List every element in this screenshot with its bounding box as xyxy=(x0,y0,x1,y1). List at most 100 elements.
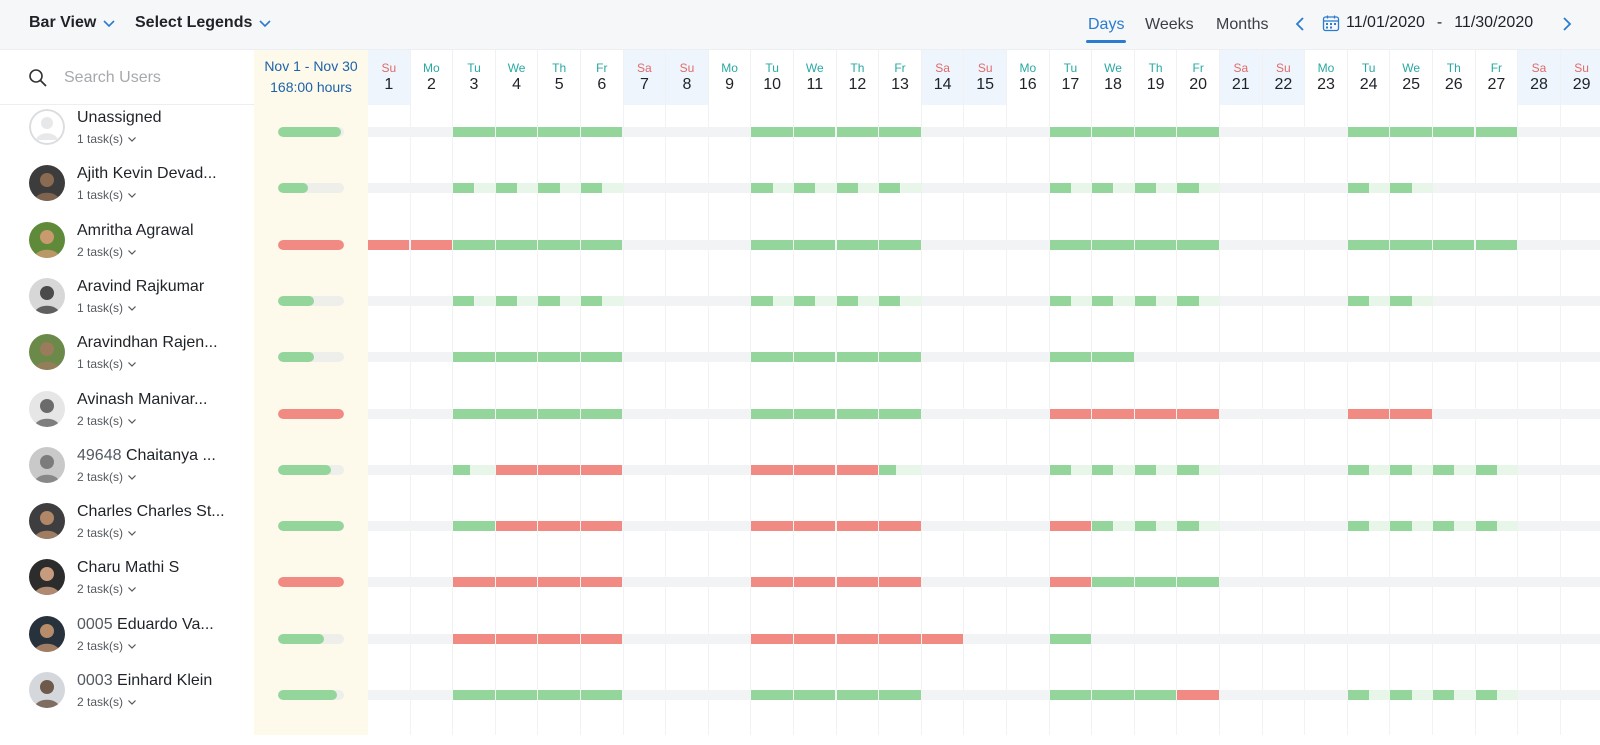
task-bar-segment[interactable] xyxy=(1134,577,1177,588)
task-bar-segment[interactable] xyxy=(1347,183,1370,194)
select-legends-dropdown[interactable]: Select Legends xyxy=(135,14,272,32)
task-bar-segment[interactable] xyxy=(470,464,495,475)
task-bar-segment[interactable] xyxy=(794,295,816,306)
user-row[interactable]: Charu Mathi S 2 task(s) xyxy=(0,549,254,605)
task-count-toggle[interactable]: 2 task(s) xyxy=(77,414,137,428)
task-bar-segment[interactable] xyxy=(1475,239,1517,250)
task-bar-segment[interactable] xyxy=(581,577,623,588)
task-count-toggle[interactable]: 2 task(s) xyxy=(77,582,137,596)
task-bar-segment[interactable] xyxy=(581,633,623,644)
task-bar-segment[interactable] xyxy=(538,127,580,137)
task-bar-segment[interactable] xyxy=(1177,239,1219,250)
task-bar-segment[interactable] xyxy=(1177,577,1219,588)
task-bar-segment[interactable] xyxy=(794,408,836,419)
task-bar-segment[interactable] xyxy=(495,633,538,644)
task-bar-segment[interactable] xyxy=(1347,239,1390,250)
task-bar-segment[interactable] xyxy=(453,239,495,250)
user-row[interactable]: 0003 Einhard Klein 2 task(s) xyxy=(0,662,254,718)
task-bar-segment[interactable] xyxy=(836,295,858,306)
task-bar-segment[interactable] xyxy=(495,127,538,137)
task-bar-segment[interactable] xyxy=(495,690,538,700)
task-bar-segment[interactable] xyxy=(879,352,921,363)
user-row[interactable]: 0005 Eduardo Va... 2 task(s) xyxy=(0,606,254,662)
task-bar-segment[interactable] xyxy=(1049,239,1091,250)
task-bar-segment[interactable] xyxy=(879,577,921,588)
date-range-picker[interactable]: 11/01/2020 - 11/30/2020 xyxy=(1322,14,1533,32)
task-bar-segment[interactable] xyxy=(836,577,878,588)
task-bar-segment[interactable] xyxy=(581,408,623,419)
task-bar-segment[interactable] xyxy=(921,633,964,644)
task-bar-segment[interactable] xyxy=(1134,295,1157,306)
task-bar-segment[interactable] xyxy=(1092,295,1114,306)
task-bar-segment[interactable] xyxy=(538,183,560,194)
task-bar-segment[interactable] xyxy=(1092,521,1114,532)
task-bar-segment[interactable] xyxy=(751,464,793,475)
task-bar-segment[interactable] xyxy=(495,521,538,532)
task-bar-segment[interactable] xyxy=(453,408,495,419)
task-bar-segment[interactable] xyxy=(1134,127,1177,137)
task-bar-segment[interactable] xyxy=(1049,577,1091,588)
task-bar-segment[interactable] xyxy=(538,352,580,363)
task-bar-segment[interactable] xyxy=(1092,690,1134,700)
task-bar-segment[interactable] xyxy=(1177,295,1199,306)
task-bar-segment[interactable] xyxy=(1049,295,1071,306)
task-bar-segment[interactable] xyxy=(1390,127,1432,137)
task-bar-segment[interactable] xyxy=(453,127,495,137)
task-bar-segment[interactable] xyxy=(1475,690,1497,700)
task-bar-segment[interactable] xyxy=(1390,408,1432,419)
task-bar-segment[interactable] xyxy=(1049,183,1071,194)
task-bar-segment[interactable] xyxy=(836,239,878,250)
task-count-toggle[interactable]: 2 task(s) xyxy=(77,526,137,540)
task-bar-segment[interactable] xyxy=(1092,577,1134,588)
task-bar-segment[interactable] xyxy=(1347,408,1390,419)
task-bar-segment[interactable] xyxy=(1433,521,1455,532)
task-bar-segment[interactable] xyxy=(538,690,580,700)
task-bar-segment[interactable] xyxy=(538,239,580,250)
task-bar-segment[interactable] xyxy=(1433,690,1455,700)
task-bar-segment[interactable] xyxy=(1347,295,1370,306)
task-bar-segment[interactable] xyxy=(836,690,878,700)
task-count-toggle[interactable]: 2 task(s) xyxy=(77,245,137,259)
task-bar-segment[interactable] xyxy=(538,295,560,306)
task-bar-segment[interactable] xyxy=(836,633,878,644)
task-bar-segment[interactable] xyxy=(581,521,623,532)
task-bar-segment[interactable] xyxy=(751,408,793,419)
task-bar-segment[interactable] xyxy=(1092,352,1134,363)
task-bar-segment[interactable] xyxy=(1347,127,1390,137)
task-bar-segment[interactable] xyxy=(538,464,580,475)
task-bar-segment[interactable] xyxy=(1475,464,1497,475)
tab-weeks[interactable]: Weeks xyxy=(1145,16,1194,33)
task-bar-segment[interactable] xyxy=(1475,127,1517,137)
task-bar-segment[interactable] xyxy=(1049,464,1071,475)
task-bar-segment[interactable] xyxy=(836,352,878,363)
task-bar-segment[interactable] xyxy=(453,577,495,588)
task-bar-segment[interactable] xyxy=(1049,521,1091,532)
task-bar-segment[interactable] xyxy=(495,464,538,475)
task-bar-segment[interactable] xyxy=(794,577,836,588)
user-row[interactable]: Aravindhan Rajen... 1 task(s) xyxy=(0,324,254,380)
task-bar-segment[interactable] xyxy=(1049,127,1091,137)
task-bar-segment[interactable] xyxy=(1092,127,1134,137)
task-bar-segment[interactable] xyxy=(581,295,603,306)
task-bar-segment[interactable] xyxy=(1092,464,1114,475)
task-bar-segment[interactable] xyxy=(1049,352,1091,363)
task-bar-segment[interactable] xyxy=(1390,183,1412,194)
task-bar-segment[interactable] xyxy=(836,464,878,475)
task-bar-segment[interactable] xyxy=(453,183,475,194)
task-bar-segment[interactable] xyxy=(1177,521,1199,532)
task-bar-segment[interactable] xyxy=(836,408,878,419)
task-bar-segment[interactable] xyxy=(794,127,836,137)
task-bar-segment[interactable] xyxy=(751,295,773,306)
task-bar-segment[interactable] xyxy=(368,239,410,250)
task-bar-segment[interactable] xyxy=(495,295,518,306)
task-bar-segment[interactable] xyxy=(1347,690,1370,700)
task-bar-segment[interactable] xyxy=(453,352,495,363)
task-bar-segment[interactable] xyxy=(751,633,793,644)
task-bar-segment[interactable] xyxy=(453,295,475,306)
task-bar-segment[interactable] xyxy=(1134,183,1157,194)
task-bar-segment[interactable] xyxy=(1390,239,1432,250)
task-bar-segment[interactable] xyxy=(581,127,623,137)
bar-view-dropdown[interactable]: Bar View xyxy=(29,14,116,32)
task-bar-segment[interactable] xyxy=(1092,408,1134,419)
task-bar-segment[interactable] xyxy=(879,633,921,644)
